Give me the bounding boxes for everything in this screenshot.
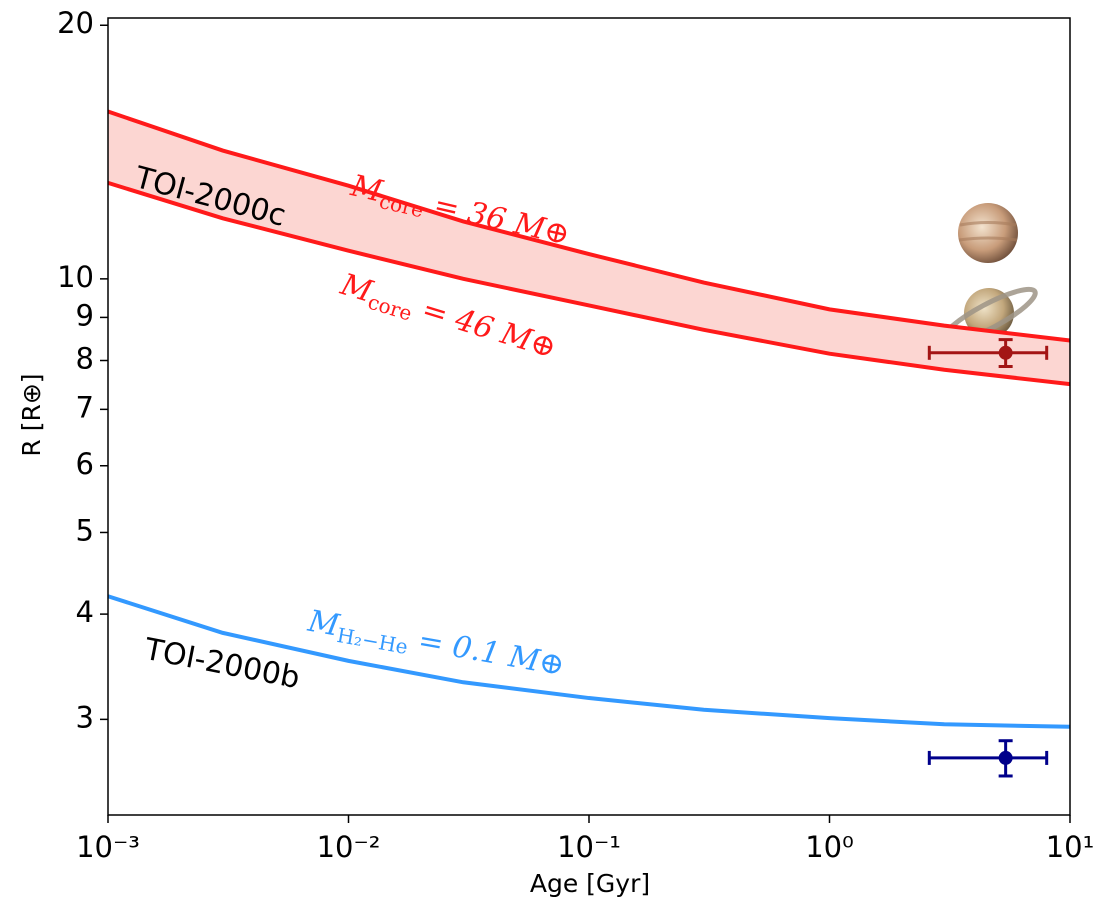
y-tick-label: 6 [76, 447, 94, 481]
x-tick-label: 10¹ [1046, 830, 1095, 864]
y-tick-label: 20 [57, 6, 94, 40]
annotation: TOI-2000b [141, 632, 303, 697]
data-point [998, 345, 1013, 360]
y-tick-label: 4 [76, 595, 94, 629]
y-tick-label: 3 [76, 700, 94, 734]
math-subscript: core [365, 289, 415, 325]
x-tick-label: 10⁻² [317, 830, 381, 864]
y-axis-label: R [R⊕] [17, 373, 46, 456]
x-tick-label: 10⁻³ [76, 830, 140, 864]
jupiter-image [958, 203, 1018, 263]
band [108, 111, 1070, 385]
plot-frame [107, 17, 1071, 816]
curve [107, 109, 1071, 343]
x-tick-label: 10⁰ [805, 830, 854, 864]
y-tick-label: 5 [76, 513, 94, 547]
x-tick-label: 10⁻¹ [557, 830, 621, 864]
math-annotation: MH₂−He = 0.1 M⊕ [304, 604, 567, 686]
y-tick-label: 9 [76, 298, 94, 332]
math-rest: = 46 M⊕ [409, 289, 561, 366]
math-rest: = 0.1 M⊕ [406, 622, 567, 684]
math-symbol: M [304, 604, 343, 644]
x-axis-label: Age [Gyr] [530, 869, 650, 898]
curve [107, 180, 1071, 387]
y-tick-label: 8 [76, 342, 94, 376]
curve [107, 594, 1071, 729]
math-subscript: H₂−He [335, 622, 410, 658]
data-point [998, 750, 1013, 765]
y-tick-label: 10 [57, 260, 94, 294]
y-tick-label: 7 [76, 390, 94, 424]
